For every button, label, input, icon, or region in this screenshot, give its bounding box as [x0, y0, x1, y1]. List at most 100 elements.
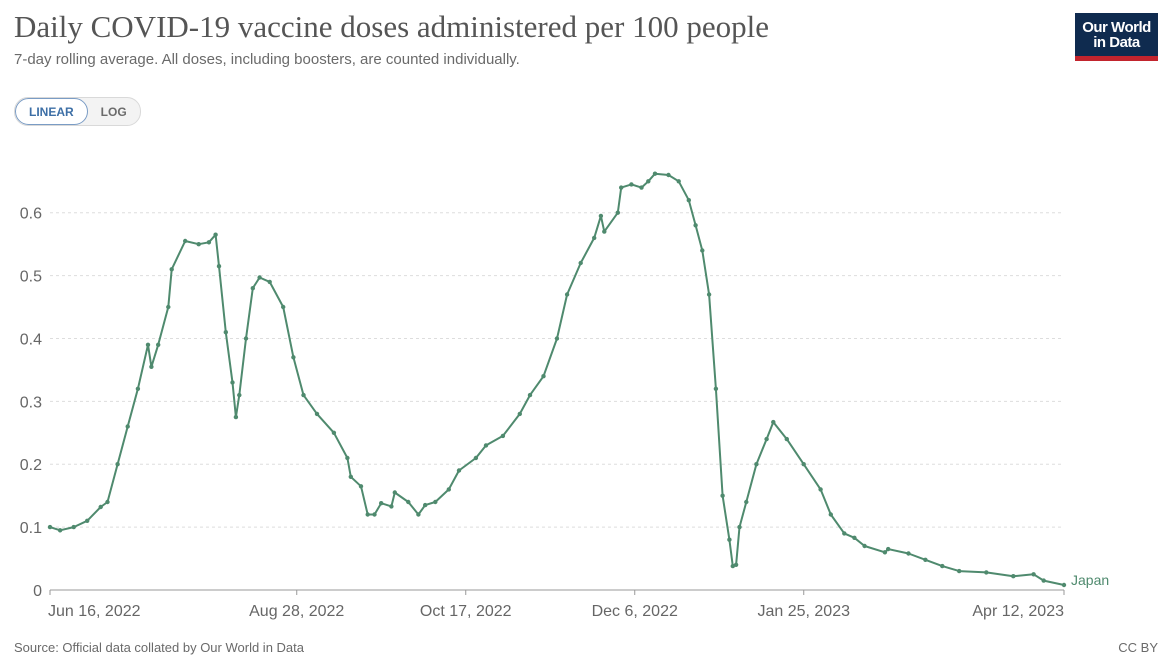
- data-point: [456, 468, 462, 473]
- data-point: [446, 487, 451, 492]
- y-tick-label: 0.1: [20, 520, 42, 537]
- chart-subtitle: 7-day rolling average. All doses, includ…: [14, 51, 520, 68]
- data-point: [862, 543, 867, 549]
- logo-line-1: Our World: [1082, 18, 1151, 36]
- data-point: [213, 232, 218, 237]
- data-point: [358, 484, 364, 489]
- data-point: [1061, 582, 1067, 588]
- data-point: [737, 524, 742, 530]
- data-point: [720, 493, 725, 498]
- data-point: [1011, 574, 1016, 579]
- data-point: [301, 392, 306, 398]
- data-point: [85, 518, 90, 523]
- data-point: [433, 499, 438, 505]
- data-point: [771, 419, 776, 425]
- data-point: [71, 524, 76, 530]
- data-point: [196, 242, 201, 247]
- license-link[interactable]: CC BY: [1118, 640, 1158, 655]
- data-point: [47, 524, 53, 530]
- data-point: [676, 179, 681, 184]
- data-point: [527, 392, 533, 398]
- data-point: [882, 550, 888, 555]
- x-tick-label: Dec 6, 2022: [592, 603, 678, 620]
- data-point: [345, 455, 350, 461]
- data-point: [984, 570, 989, 575]
- series-label-japan: Japan: [1071, 572, 1109, 588]
- log-scale-button[interactable]: LOG: [100, 104, 127, 119]
- data-point: [957, 568, 962, 574]
- data-point: [906, 551, 911, 556]
- data-point: [554, 336, 560, 341]
- data-point: [852, 535, 857, 540]
- data-point: [818, 487, 823, 492]
- y-tick-label: 0.6: [20, 206, 42, 223]
- data-point: [166, 304, 171, 310]
- data-point: [156, 342, 161, 347]
- data-point: [564, 292, 570, 297]
- x-axis: Jun 16, 2022 Aug 28, 2022 Oct 17, 2022 Dec …: [48, 589, 1065, 620]
- data-point: [365, 512, 370, 517]
- data-point: [842, 531, 847, 536]
- data-point: [500, 433, 506, 439]
- data-point: [713, 386, 719, 391]
- data-point: [483, 443, 489, 448]
- y-tick-label: 0.4: [20, 331, 42, 348]
- data-point: [629, 182, 634, 187]
- data-point: [727, 537, 732, 542]
- owid-logo[interactable]: Our World in Data: [1075, 13, 1158, 61]
- y-tick-label: 0.2: [20, 457, 42, 474]
- y-tick-label: 0.5: [20, 269, 42, 286]
- data-point: [281, 304, 286, 310]
- data-point: [693, 223, 698, 228]
- data-point: [267, 279, 272, 285]
- data-point: [764, 436, 769, 442]
- data-point: [602, 229, 607, 234]
- linear-scale-button[interactable]: LINEAR: [15, 98, 88, 125]
- data-point: [372, 512, 377, 517]
- data-point: [216, 264, 222, 269]
- data-point: [291, 355, 296, 360]
- data-point: [149, 364, 154, 369]
- series-japan: Japan: [47, 171, 1109, 588]
- x-tick-label: Jun 16, 2022: [48, 603, 141, 620]
- data-point: [115, 462, 120, 467]
- data-point: [233, 414, 239, 420]
- data-point: [541, 374, 546, 379]
- data-point: [392, 490, 397, 495]
- data-point: [706, 292, 712, 297]
- data-point: [828, 512, 833, 517]
- data-point: [730, 563, 735, 569]
- data-point: [473, 455, 479, 461]
- data-point: [125, 424, 130, 429]
- scale-toggle: LINEAR LOG: [14, 97, 141, 126]
- data-point: [250, 286, 255, 291]
- x-tick-label: Jan 25, 2023: [757, 603, 850, 620]
- data-point: [145, 342, 151, 347]
- data-point: [801, 462, 806, 467]
- data-point: [733, 562, 739, 567]
- data-point: [169, 267, 174, 272]
- data-point: [206, 240, 212, 245]
- data-point: [406, 499, 411, 505]
- data-point: [57, 528, 63, 533]
- data-point: [517, 411, 522, 417]
- data-point: [98, 504, 103, 510]
- data-point: [423, 502, 428, 508]
- data-point: [686, 198, 691, 203]
- data-point: [1041, 578, 1046, 583]
- y-axis-labels: 0 0.1 0.2 0.3 0.4 0.5 0.6: [20, 206, 42, 600]
- data-point: [1031, 572, 1036, 577]
- data-point: [223, 330, 228, 335]
- data-point: [237, 392, 242, 398]
- series-line: [49, 172, 1065, 586]
- logo-line-2: in Data: [1093, 33, 1140, 51]
- data-point: [639, 185, 644, 190]
- data-point: [646, 179, 651, 184]
- data-point: [784, 436, 789, 442]
- x-tick-label: Aug 28, 2022: [249, 603, 344, 620]
- data-point: [744, 499, 749, 505]
- source-note[interactable]: Source: Official data collated by Our Wo…: [14, 640, 304, 655]
- data-point: [592, 235, 597, 241]
